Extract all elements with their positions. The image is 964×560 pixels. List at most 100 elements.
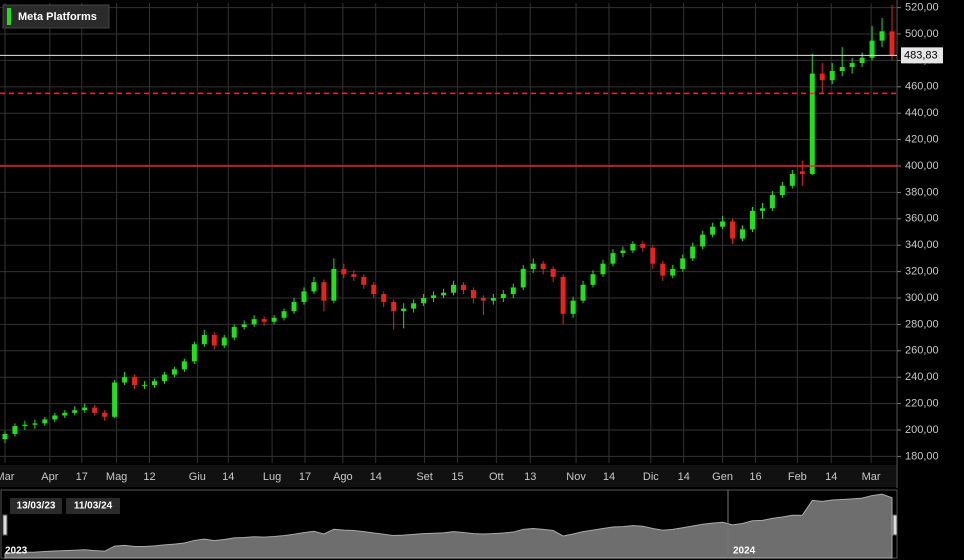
nav-handle[interactable] bbox=[892, 514, 898, 536]
candle-body bbox=[52, 415, 58, 420]
candle-body bbox=[470, 290, 476, 299]
y-tick-label: 360,00 bbox=[905, 213, 939, 225]
x-tick-label: 14 bbox=[825, 471, 837, 483]
y-tick-label: 460,00 bbox=[905, 81, 939, 93]
candle-body bbox=[839, 67, 845, 71]
x-tick-label: 17 bbox=[76, 471, 88, 483]
candle-body bbox=[261, 319, 267, 322]
candle-body bbox=[540, 263, 546, 269]
candle-body bbox=[92, 407, 98, 413]
candle-body bbox=[620, 250, 626, 254]
y-tick-label: 180,00 bbox=[905, 450, 939, 462]
candle-body bbox=[2, 433, 8, 440]
candle-body bbox=[12, 426, 18, 434]
candle-body bbox=[610, 253, 616, 264]
candle-body bbox=[82, 407, 88, 411]
x-tick-label: Nov bbox=[566, 471, 586, 483]
x-tick-label: Apr bbox=[41, 471, 58, 483]
y-tick-label: 220,00 bbox=[905, 398, 939, 410]
nav-end-box bbox=[66, 498, 120, 514]
candle-body bbox=[480, 298, 486, 301]
x-tick-label: 17 bbox=[299, 471, 311, 483]
y-tick-label: 420,00 bbox=[905, 134, 939, 146]
candle-body bbox=[191, 344, 197, 362]
candle-body bbox=[341, 268, 347, 275]
candle-body bbox=[361, 276, 367, 285]
candle-body bbox=[171, 369, 177, 375]
candle-body bbox=[510, 287, 516, 295]
nav-handle[interactable] bbox=[2, 514, 8, 536]
y-tick-label: 440,00 bbox=[905, 107, 939, 119]
x-tick-label: Giu bbox=[189, 471, 206, 483]
candle-body bbox=[819, 73, 825, 81]
x-tick-label: Ago bbox=[333, 471, 353, 483]
x-tick-label: Mar bbox=[862, 471, 881, 483]
nav-start: 13/03/23 bbox=[17, 501, 56, 512]
price-label: 483,83 bbox=[904, 49, 938, 61]
candle-body bbox=[560, 276, 566, 314]
candle-body bbox=[660, 263, 666, 276]
candle-body bbox=[291, 301, 297, 312]
candle-body bbox=[241, 324, 247, 328]
candle-body bbox=[331, 268, 337, 301]
candle-body bbox=[799, 171, 805, 174]
candle-body bbox=[759, 208, 765, 211]
x-tick-label: 16 bbox=[749, 471, 761, 483]
y-tick-label: 260,00 bbox=[905, 345, 939, 357]
x-tick-label: 13 bbox=[524, 471, 536, 483]
y-tick-label: 240,00 bbox=[905, 371, 939, 383]
candle-body bbox=[530, 263, 536, 269]
candle-body bbox=[391, 301, 397, 312]
candle-body bbox=[740, 229, 746, 239]
nav-start-box bbox=[10, 498, 62, 514]
candle-body bbox=[650, 247, 656, 264]
candle-body bbox=[102, 412, 108, 417]
candle-body bbox=[720, 221, 726, 227]
candle-body bbox=[431, 295, 437, 299]
nav-year: 2023 bbox=[5, 546, 28, 557]
candle-body bbox=[351, 274, 357, 277]
price-label-box bbox=[901, 47, 943, 64]
legend-box bbox=[2, 4, 110, 29]
candle-body bbox=[849, 63, 855, 68]
candle-body bbox=[730, 221, 736, 239]
candle-body bbox=[580, 284, 586, 301]
candle-body bbox=[301, 291, 307, 302]
y-tick-label: 280,00 bbox=[905, 318, 939, 330]
candle-body bbox=[441, 292, 447, 296]
x-tick-label: 15 bbox=[451, 471, 463, 483]
y-tick-label: 320,00 bbox=[905, 266, 939, 278]
candle-body bbox=[22, 424, 28, 427]
candle-body bbox=[201, 334, 207, 345]
candle-body bbox=[869, 40, 875, 58]
navigator-area bbox=[4, 493, 893, 559]
y-tick-label: 200,00 bbox=[905, 424, 939, 436]
x-tick-label: Ott bbox=[489, 471, 504, 483]
candle-body bbox=[321, 282, 327, 301]
candle-body bbox=[570, 300, 576, 314]
candle-body bbox=[889, 31, 895, 56]
candle-body bbox=[779, 185, 785, 196]
candle-body bbox=[32, 423, 38, 425]
x-tick-label: 12 bbox=[143, 471, 155, 483]
candle-body bbox=[590, 274, 596, 285]
x-tick-label: Mar bbox=[0, 471, 15, 483]
candle-body bbox=[132, 377, 138, 386]
x-tick-label: Gen bbox=[712, 471, 733, 483]
candle-body bbox=[450, 284, 456, 293]
x-tick-label: 14 bbox=[678, 471, 690, 483]
candle-body bbox=[630, 243, 636, 251]
candle-body bbox=[520, 268, 526, 288]
candle-body bbox=[72, 410, 78, 413]
candle-body bbox=[600, 263, 606, 275]
candle-body bbox=[700, 234, 706, 247]
candle-body bbox=[221, 337, 227, 346]
candle-body bbox=[550, 268, 556, 277]
nav-year: 2024 bbox=[733, 546, 756, 557]
candle-body bbox=[490, 298, 496, 301]
candle-body bbox=[281, 311, 287, 318]
x-tick-label: 14 bbox=[370, 471, 382, 483]
legend-swatch bbox=[7, 8, 11, 25]
candle-body bbox=[749, 210, 755, 230]
